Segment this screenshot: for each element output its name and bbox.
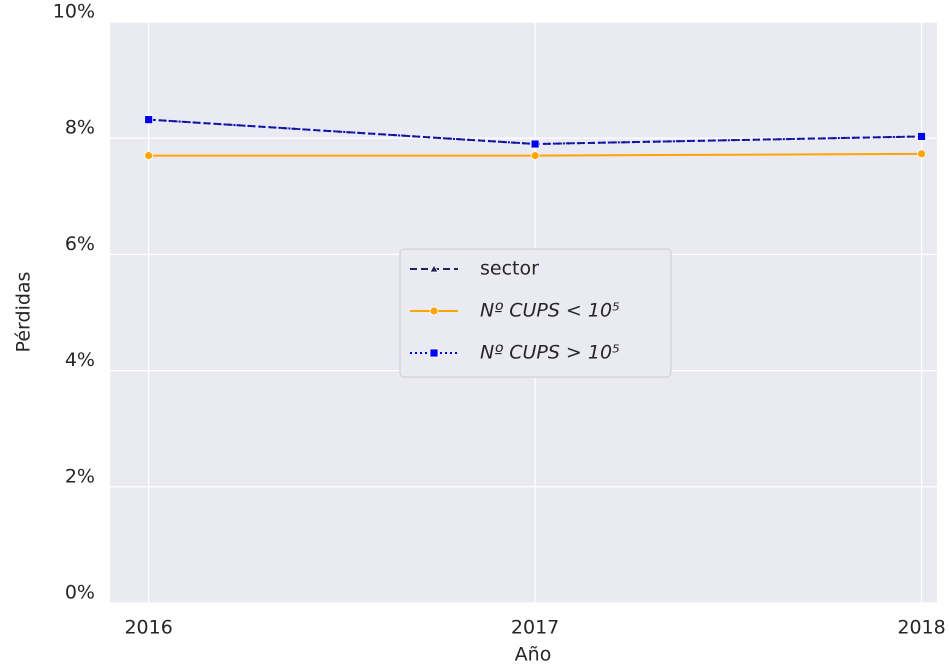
point: [429, 306, 439, 316]
point: [429, 264, 439, 273]
x-tick-label: 2017: [511, 617, 559, 639]
legend-label: Nº CUPS > 10⁵: [480, 342, 620, 364]
point: [917, 132, 926, 141]
y-tick-label: 10%: [53, 1, 95, 23]
legend-label: sector: [480, 258, 539, 280]
x-axis-label: Año: [515, 644, 552, 666]
y-tick-label: 8%: [65, 117, 95, 139]
legend-box: [399, 248, 672, 378]
y-axis-label: Pérdidas: [13, 272, 35, 353]
y-tick-label: 4%: [65, 349, 95, 371]
legend: sector Nº CUPS < 10⁵ Nº CUPS > 10⁵: [399, 248, 672, 378]
point: [429, 348, 439, 358]
y-tick-label: 2%: [65, 465, 95, 487]
x-tick-label: 2018: [897, 617, 945, 639]
y-tick-label: 0%: [65, 582, 95, 604]
point: [144, 151, 154, 161]
point: [917, 149, 926, 159]
point: [144, 115, 154, 125]
y-tick-label: 6%: [65, 233, 95, 255]
point: [530, 139, 540, 149]
point: [530, 151, 540, 161]
x-tick-label: 2016: [124, 617, 172, 639]
legend-label: Nº CUPS < 10⁵: [480, 300, 620, 322]
